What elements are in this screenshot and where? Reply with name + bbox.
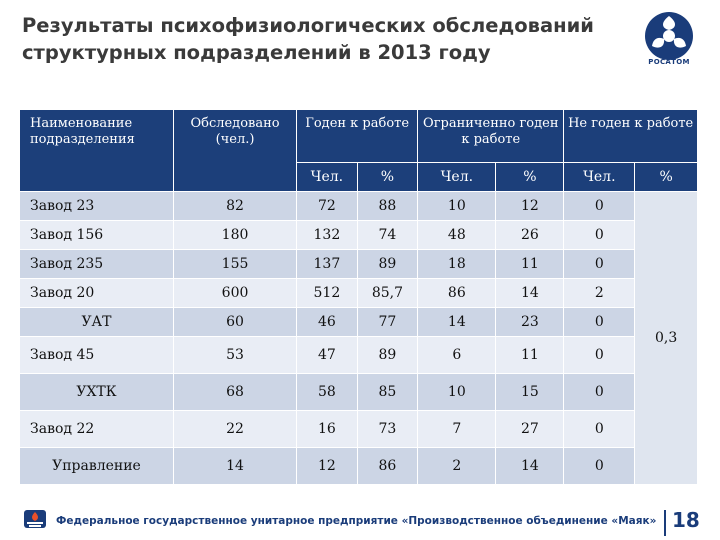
header-limited-people: Чел. — [417, 162, 497, 192]
cell-limited-percent: 26 — [495, 220, 565, 250]
cell-name: УАТ — [20, 307, 174, 337]
cell-fit-percent: 85 — [357, 373, 419, 411]
cell-unfit-people: 0 — [563, 410, 636, 448]
logo-caption: РОСАТОМ — [648, 58, 690, 66]
cell-fit-people: 46 — [296, 307, 358, 337]
page-number: 18 — [672, 508, 700, 532]
results-table: Наименование подразделения Обследовано (… — [20, 110, 698, 485]
cell-limited-percent: 14 — [495, 278, 565, 308]
cell-examined: 22 — [173, 410, 298, 448]
header-fit-people: Чел. — [296, 162, 358, 192]
cell-fit-people: 132 — [296, 220, 358, 250]
cell-fit-percent: 89 — [357, 336, 419, 374]
table-row: Завод 45 53 47 89 6 11 0 — [20, 336, 698, 374]
table-row: УАТ 60 46 77 14 23 0 — [20, 307, 698, 337]
cell-limited-percent: 14 — [495, 447, 565, 485]
cell-fit-people: 58 — [296, 373, 358, 411]
cell-limited-percent: 11 — [495, 249, 565, 279]
cell-fit-percent: 89 — [357, 249, 419, 279]
header-name: Наименование подразделения — [20, 110, 174, 192]
table-row: Завод 22 22 16 73 7 27 0 — [20, 410, 698, 448]
cell-fit-percent: 88 — [357, 191, 419, 221]
cell-fit-percent: 86 — [357, 447, 419, 485]
cell-name: Управление — [20, 447, 174, 485]
cell-unfit-people: 0 — [563, 307, 636, 337]
cell-fit-percent: 74 — [357, 220, 419, 250]
cell-unfit-people: 0 — [563, 191, 636, 221]
cell-limited-people: 48 — [417, 220, 497, 250]
footer-divider — [664, 510, 666, 536]
cell-examined: 53 — [173, 336, 298, 374]
table-row: Завод 156 180 132 74 48 26 0 — [20, 220, 698, 250]
cell-name: Завод 22 — [20, 410, 174, 448]
header-limited: Ограниченно годен к работе — [417, 110, 565, 163]
table-row: Завод 20 600 512 85,7 86 14 2 — [20, 278, 698, 308]
cell-limited-people: 2 — [417, 447, 497, 485]
header-unfit: Не годен к работе — [563, 110, 698, 163]
mayak-logo-icon — [24, 510, 46, 528]
cell-limited-people: 18 — [417, 249, 497, 279]
cell-name: Завод 235 — [20, 249, 174, 279]
cell-fit-percent: 77 — [357, 307, 419, 337]
footer-organization: Федеральное государственное унитарное пр… — [56, 515, 657, 527]
cell-name: Завод 156 — [20, 220, 174, 250]
cell-examined: 600 — [173, 278, 298, 308]
table-row: Управление 14 12 86 2 14 0 — [20, 447, 698, 485]
cell-name: Завод 23 — [20, 191, 174, 221]
cell-examined: 180 — [173, 220, 298, 250]
cell-unfit-people: 2 — [563, 278, 636, 308]
cell-name: Завод 45 — [20, 336, 174, 374]
cell-unfit-people: 0 — [563, 447, 636, 485]
cell-limited-percent: 11 — [495, 336, 565, 374]
cell-unfit-people: 0 — [563, 249, 636, 279]
title-line-2: структурных подразделений в 2013 году — [22, 41, 491, 64]
cell-name: УХТК — [20, 373, 174, 411]
cell-limited-people: 6 — [417, 336, 497, 374]
cell-limited-percent: 23 — [495, 307, 565, 337]
cell-examined: 68 — [173, 373, 298, 411]
cell-unfit-people: 0 — [563, 373, 636, 411]
page-title: Результаты психофизиологических обследов… — [22, 12, 602, 66]
cell-fit-people: 47 — [296, 336, 358, 374]
cell-limited-people: 86 — [417, 278, 497, 308]
header-limited-percent: % — [495, 162, 565, 192]
cell-limited-people: 10 — [417, 373, 497, 411]
cell-limited-percent: 15 — [495, 373, 565, 411]
cell-fit-people: 12 — [296, 447, 358, 485]
table-row: Завод 235 155 137 89 18 11 0 — [20, 249, 698, 279]
cell-unfit-percent-total: 0,3 — [634, 191, 698, 485]
cell-limited-percent: 27 — [495, 410, 565, 448]
cell-limited-percent: 12 — [495, 191, 565, 221]
cell-fit-people: 512 — [296, 278, 358, 308]
cell-fit-people: 16 — [296, 410, 358, 448]
header-row-2: Чел. % Чел. % Чел. % — [20, 162, 698, 192]
cell-name: Завод 20 — [20, 278, 174, 308]
cell-examined: 14 — [173, 447, 298, 485]
table-row: Завод 23 82 72 88 10 12 0 0,3 — [20, 191, 698, 485]
cell-limited-people: 7 — [417, 410, 497, 448]
cell-examined: 82 — [173, 191, 298, 221]
header-unfit-percent: % — [634, 162, 698, 192]
cell-unfit-people: 0 — [563, 336, 636, 374]
table-row: УХТК 68 58 85 10 15 0 — [20, 373, 698, 411]
header-fit-percent: % — [357, 162, 419, 192]
cell-fit-percent: 85,7 — [357, 278, 419, 308]
title-line-1: Результаты психофизиологических обследов… — [22, 14, 594, 37]
rosatom-logo-icon — [645, 12, 693, 60]
cell-fit-percent: 73 — [357, 410, 419, 448]
cell-examined: 155 — [173, 249, 298, 279]
cell-fit-people: 72 — [296, 191, 358, 221]
header-row-1: Наименование подразделения Обследовано (… — [20, 110, 698, 192]
cell-limited-people: 14 — [417, 307, 497, 337]
cell-unfit-people: 0 — [563, 220, 636, 250]
cell-examined: 60 — [173, 307, 298, 337]
cell-limited-people: 10 — [417, 191, 497, 221]
cell-fit-people: 137 — [296, 249, 358, 279]
header-examined: Обследовано (чел.) — [173, 110, 298, 192]
header-fit: Годен к работе — [296, 110, 419, 163]
header-unfit-people: Чел. — [563, 162, 636, 192]
